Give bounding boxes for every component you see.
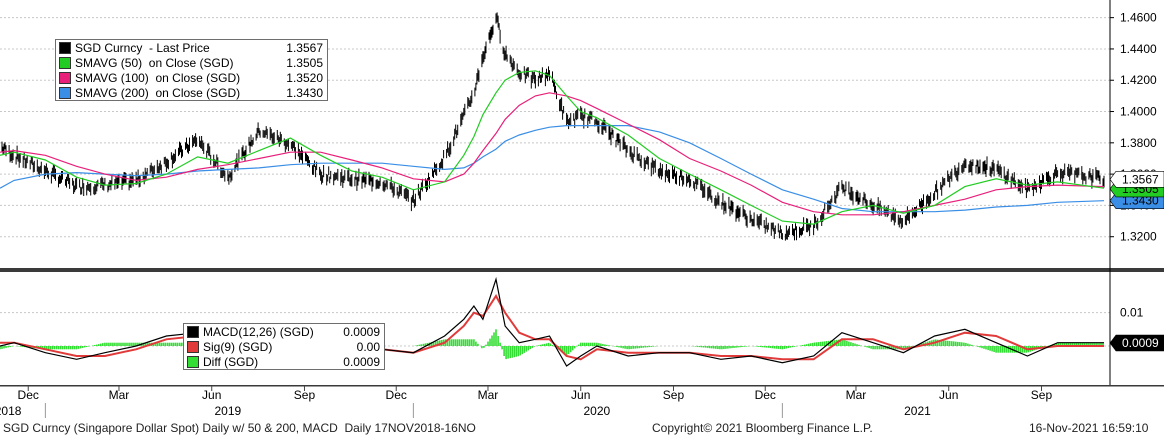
macd-legend-swatch [187,340,199,353]
price-legend-name: SMAVG (50) on Close (SGD) [75,55,234,70]
price-legend-value: 1.3430 [286,85,323,100]
last-macd-label: 0.0009 [1109,334,1164,352]
last-macd-label-text: 0.0009 [1122,336,1159,350]
series-lines [0,70,1105,367]
macd-legend-swatch [187,355,199,368]
last-price-label-text: 1.3567 [1122,172,1159,186]
price-tick-label: 1.4200 [1120,73,1157,87]
price-legend-swatch [59,41,71,54]
macd-tick-label: 0.01 [1120,306,1144,320]
price-bars [0,12,1105,360]
x-month-label: Sep [294,388,316,402]
macd-legend-name: Sig(9) (SGD) [203,339,273,354]
macd-legend-row: MACD(12,26) (SGD) 0.0009 [184,324,384,339]
sma100-line [0,92,1105,216]
x-month-label: Jun [202,388,221,402]
x-month-label: Mar [846,388,867,402]
x-month-label: Mar [109,388,130,402]
macd-legend-value: 0.00 [356,339,380,354]
price-legend-swatch [59,71,71,84]
footer-description: SGD Curncy (Singapore Dollar Spot) Daily… [3,421,476,435]
x-month-label: Dec [755,388,776,402]
x-year-label: 2018 [0,404,22,418]
x-month-label: Dec [386,388,407,402]
price-legend-row: SMAVG (100) on Close (SGD) 1.3520 [56,70,327,85]
macd-line [0,276,1104,367]
footer-copyright: Copyright© 2021 Bloomberg Finance L.P. [652,421,873,435]
macd-legend: MACD(12,26) (SGD) 0.0009 Sig(9) (SGD) 0.00 D… [183,323,385,370]
sma200-line [0,125,1105,213]
price-tick-label: 1.4400 [1120,42,1157,56]
price-tick-label: 1.4600 [1120,11,1157,25]
price-legend-name: SGD Curncy - Last Price [75,40,210,55]
macd-legend-value: 0.0009 [343,324,380,339]
price-legend-name: SMAVG (200) on Close (SGD) [75,85,241,100]
x-month-label: Jun [939,388,958,402]
macd-legend-swatch [187,325,199,338]
x-month-label: Dec [18,388,39,402]
x-year-label: 2021 [904,404,931,418]
panel-divider [0,268,1164,272]
axes: 1.32001.34001.36001.38001.40001.42001.44… [0,0,1164,418]
price-legend-value: 1.3520 [286,70,323,85]
price-legend-name: SMAVG (100) on Close (SGD) [75,70,241,85]
macd-legend-value: 0.0009 [343,354,380,369]
price-legend-value: 1.3505 [286,55,323,70]
x-month-label: Sep [1031,388,1053,402]
macd-legend-row: Diff (SGD) 0.0009 [184,354,384,369]
price-tick-label: 1.3200 [1120,230,1157,244]
last-macd-label-box [1109,334,1164,352]
price-legend-swatch [59,56,71,69]
price-legend-row: SMAVG (200) on Close (SGD) 1.3430 [56,85,327,100]
sma50-line [0,70,1105,225]
price-legend-value: 1.3567 [286,40,323,55]
price-tick-label: 1.3800 [1120,136,1157,150]
price-legend-row: SGD Curncy - Last Price 1.3567 [56,40,327,55]
x-year-label: 2020 [584,404,611,418]
last-price-label-box [1109,170,1164,188]
x-month-label: Sep [663,388,685,402]
x-month-label: Jun [571,388,590,402]
panel-bottom-border [0,385,1164,387]
x-year-label: 2019 [215,404,242,418]
last-price-label: 1.3567 [1109,170,1164,188]
macd-legend-row: Sig(9) (SGD) 0.00 [184,339,384,354]
macd-legend-name: MACD(12,26) (SGD) [203,324,314,339]
price-legend-row: SMAVG (50) on Close (SGD) 1.3505 [56,55,327,70]
price-legend: SGD Curncy - Last Price 1.3567 SMAVG (50) … [55,39,328,101]
footer-timestamp: 16-Nov-2021 16:59:10 [1029,421,1149,435]
x-month-label: Mar [478,388,499,402]
macd-legend-name: Diff (SGD) [203,354,259,369]
signal-line [0,294,1104,361]
price-tick-label: 1.4000 [1120,105,1157,119]
price-legend-swatch [59,86,71,99]
